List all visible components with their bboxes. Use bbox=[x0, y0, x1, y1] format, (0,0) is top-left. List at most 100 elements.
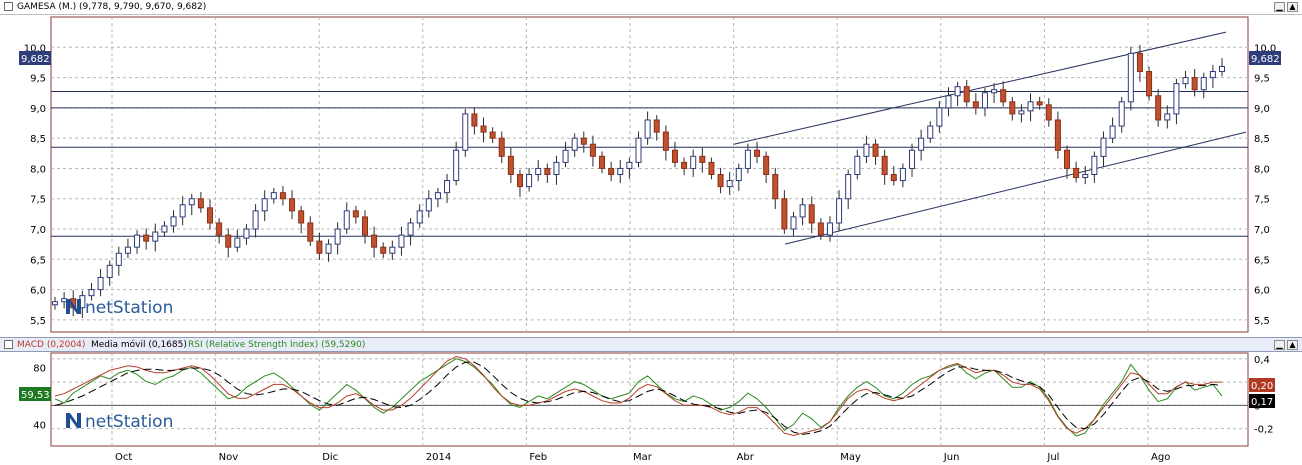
candle-body bbox=[617, 167, 624, 175]
candle-body bbox=[124, 246, 131, 254]
price-panel-title: GAMESA (M.) (9,778, 9,790, 9,670, 9,682) bbox=[17, 2, 207, 12]
x-tick-label: Ago bbox=[1151, 452, 1170, 463]
candle-body bbox=[918, 137, 925, 151]
candle-body bbox=[1027, 101, 1034, 112]
price-tick-label-right: 7,0 bbox=[1254, 225, 1270, 236]
candle-body bbox=[489, 131, 496, 139]
candle-body bbox=[635, 137, 642, 163]
candle-body bbox=[1155, 95, 1162, 121]
price-tick-label-left: 9,0 bbox=[30, 104, 46, 115]
candle-body bbox=[981, 92, 988, 109]
candle-body bbox=[143, 234, 150, 242]
candle-body bbox=[544, 167, 551, 175]
candle-body bbox=[790, 216, 797, 230]
price-tick-label-left: 8,5 bbox=[30, 134, 46, 145]
candle-body bbox=[416, 210, 423, 224]
candle-body bbox=[1182, 77, 1189, 85]
macd-value-text: 0,20 bbox=[1251, 381, 1273, 392]
candle-body bbox=[744, 149, 751, 169]
candle-body bbox=[881, 155, 888, 175]
candle-body bbox=[1218, 66, 1226, 73]
candle-body bbox=[1173, 83, 1180, 115]
rsi-tick-label: 40 bbox=[33, 421, 46, 432]
x-tick-label: Feb bbox=[529, 452, 547, 463]
price-tick-label-left: 9,5 bbox=[30, 74, 46, 85]
candle-body bbox=[516, 174, 523, 188]
candle-body bbox=[316, 240, 323, 254]
candle-body bbox=[1191, 77, 1198, 91]
candle-body bbox=[1036, 101, 1043, 106]
price-tick-label-right: 6,5 bbox=[1254, 255, 1270, 266]
candle-body bbox=[571, 137, 578, 151]
candle-body bbox=[526, 174, 533, 188]
minimize-icon[interactable]: ▁ bbox=[1274, 340, 1285, 350]
maximize-icon[interactable]: ▲ bbox=[1287, 2, 1298, 12]
indicator-plot-frame bbox=[50, 352, 1249, 447]
candle-body bbox=[1000, 89, 1007, 103]
candle-body bbox=[371, 234, 378, 248]
rsi-tick-label: 80 bbox=[33, 363, 46, 374]
candle-body bbox=[1127, 52, 1134, 103]
candle-body bbox=[708, 161, 715, 175]
candle-body bbox=[197, 198, 204, 209]
candle-body bbox=[225, 234, 232, 248]
indicator-select-checkbox[interactable] bbox=[4, 340, 13, 349]
candle-body bbox=[407, 222, 414, 236]
candle-body bbox=[653, 119, 660, 133]
macd-legend: MACD (0,2004) bbox=[17, 340, 86, 350]
candle-body bbox=[1146, 71, 1153, 97]
price-tick-label-left: 6,5 bbox=[30, 255, 46, 266]
candle-body bbox=[289, 198, 296, 212]
candle-body bbox=[608, 167, 615, 175]
candle-body bbox=[735, 167, 742, 182]
candle-body bbox=[1045, 104, 1052, 121]
candle-body bbox=[1109, 125, 1116, 139]
candle-body bbox=[963, 86, 970, 103]
maximize-icon[interactable]: ▲ bbox=[1287, 340, 1298, 350]
candle-body bbox=[726, 180, 733, 188]
candle-body bbox=[179, 204, 186, 218]
candle-body bbox=[1054, 119, 1061, 151]
candle-body bbox=[936, 107, 943, 127]
candle-body bbox=[717, 174, 724, 188]
price-tick-label-right: 10,0 bbox=[1254, 43, 1276, 54]
x-tick-label: May bbox=[840, 452, 861, 463]
candle-body bbox=[1200, 77, 1207, 91]
candle-body bbox=[252, 210, 259, 230]
candle-body bbox=[772, 174, 779, 200]
candle-body bbox=[279, 192, 286, 200]
signal-line bbox=[54, 361, 1223, 435]
candle-body bbox=[1164, 113, 1171, 121]
candle-body bbox=[88, 289, 95, 297]
last-price-text: 9,682 bbox=[1251, 54, 1280, 65]
candle-body bbox=[270, 192, 277, 200]
price-tick-label-right: 8,5 bbox=[1254, 134, 1270, 145]
candle-body bbox=[453, 149, 460, 182]
panel-select-checkbox[interactable] bbox=[4, 2, 13, 11]
candle-body bbox=[471, 113, 478, 127]
candle-body bbox=[909, 149, 916, 169]
candle-body bbox=[1018, 110, 1025, 115]
price-tick-label-right: 7,5 bbox=[1254, 195, 1270, 206]
candle-body bbox=[161, 225, 168, 233]
candle-body bbox=[754, 149, 761, 157]
candle-body bbox=[972, 101, 979, 109]
candle-body bbox=[927, 125, 934, 139]
candle-body bbox=[699, 155, 706, 163]
media-movil-legend: Media móvil (0,1685) bbox=[91, 340, 187, 350]
candle-body bbox=[115, 252, 122, 266]
candle-body bbox=[216, 222, 223, 236]
minimize-icon[interactable]: ▁ bbox=[1274, 2, 1285, 12]
candle-body bbox=[954, 86, 961, 97]
candle-body bbox=[763, 155, 770, 175]
signal-value-tag: 0,17 bbox=[1249, 394, 1275, 408]
channel-lower-line bbox=[784, 131, 1247, 245]
signal-value-text: 0,17 bbox=[1251, 397, 1273, 408]
candle-body bbox=[1009, 101, 1016, 115]
last-price-tag-right: 9,682 bbox=[1249, 51, 1281, 65]
x-tick-label: 2014 bbox=[426, 452, 451, 463]
x-tick-label: Oct bbox=[115, 452, 132, 463]
rsi-line bbox=[54, 358, 1223, 437]
last-price-tag-left: 9,682 bbox=[19, 51, 51, 65]
